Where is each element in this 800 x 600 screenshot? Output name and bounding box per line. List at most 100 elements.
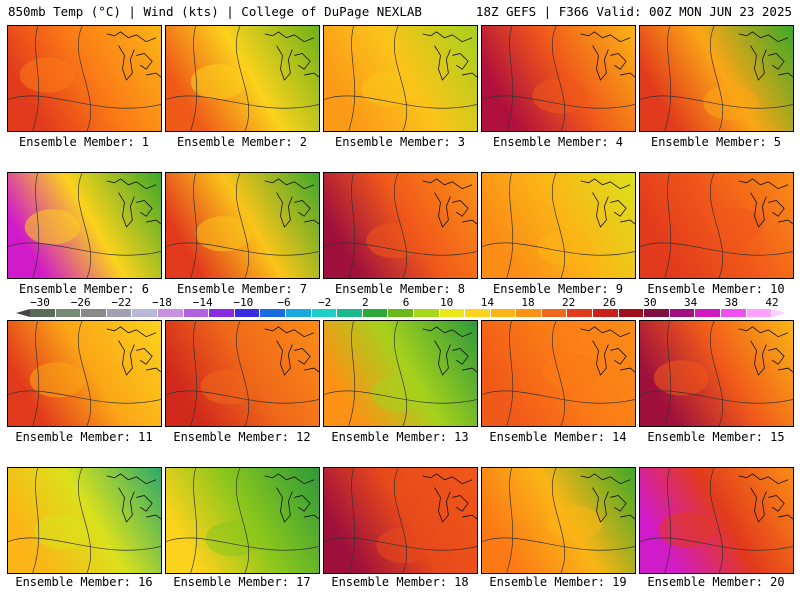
colorbar-swatch <box>439 309 466 317</box>
ensemble-panel <box>7 25 162 132</box>
colorbar-swatch <box>362 309 389 317</box>
colorbar-tick-label: 6 <box>402 296 410 309</box>
colorbar-tick-label: −22 <box>111 296 132 309</box>
colorbar-tick-label: 18 <box>521 296 535 309</box>
temperature-map <box>482 321 635 426</box>
colorbar-swatch <box>516 309 542 317</box>
temperature-map <box>324 321 477 426</box>
temperature-map <box>166 26 319 131</box>
ensemble-member-label: Ensemble Member: 7 <box>176 282 308 296</box>
colorbar-tick-label: 38 <box>724 296 738 309</box>
temperature-map <box>8 26 161 131</box>
colorbar-swatch <box>618 309 645 317</box>
colorbar-swatch <box>337 309 363 317</box>
colorbar-swatch <box>81 309 107 317</box>
temperature-map <box>8 468 161 573</box>
ensemble-member-label: Ensemble Member: 6 <box>18 282 150 296</box>
colorbar-swatch <box>311 309 338 317</box>
temperature-map <box>640 468 793 573</box>
temperature-map <box>8 173 161 278</box>
ensemble-member-label: Ensemble Member: 13 <box>331 430 469 444</box>
temperature-map <box>166 468 319 573</box>
ensemble-member-label: Ensemble Member: 19 <box>489 575 627 589</box>
colorbar-swatch <box>157 309 184 317</box>
colorbar-swatch <box>183 309 210 317</box>
colorbar-swatch <box>260 309 286 317</box>
colorbar-swatch <box>746 309 773 317</box>
temperature-map <box>166 321 319 426</box>
colorbar-tick-label: 2 <box>362 296 369 309</box>
ensemble-member-label: Ensemble Member: 15 <box>647 430 785 444</box>
temperature-map <box>324 26 477 131</box>
colorbar-tick-label: 26 <box>602 296 616 309</box>
temperature-map <box>640 173 793 278</box>
model-valid-time: 18Z GEFS | F366 Valid: 00Z MON JUN 23 20… <box>475 4 792 19</box>
ensemble-panel <box>639 25 794 132</box>
ensemble-member-label: Ensemble Member: 17 <box>173 575 311 589</box>
ensemble-member-label: Ensemble Member: 20 <box>647 575 785 589</box>
ensemble-panel <box>7 467 162 574</box>
colorbar-swatch <box>106 309 133 317</box>
temperature-map <box>324 468 477 573</box>
ensemble-member-label: Ensemble Member: 18 <box>331 575 469 589</box>
temperature-map <box>8 321 161 426</box>
colorbar-tick-label: 34 <box>684 296 698 309</box>
ensemble-panel <box>323 467 478 574</box>
ensemble-panel <box>481 467 636 574</box>
colorbar-tick-label: −10 <box>233 296 254 309</box>
colorbar-tick-label: −14 <box>192 296 213 309</box>
colorbar-tick-label: 42 <box>765 296 779 309</box>
colorbar-tick-label: 14 <box>480 296 494 309</box>
colorbar-swatch <box>695 309 722 317</box>
colorbar-tick-label: −6 <box>277 296 291 309</box>
ensemble-member-label: Ensemble Member: 12 <box>173 430 311 444</box>
colorbar-swatch <box>490 309 517 317</box>
ensemble-panel <box>481 25 636 132</box>
colorbar-swatch <box>413 309 440 317</box>
ensemble-member-label: Ensemble Member: 8 <box>334 282 466 296</box>
ensemble-panel <box>323 172 478 279</box>
colorbar-tick-label: −30 <box>30 296 50 309</box>
colorbar-swatch <box>644 309 670 317</box>
ensemble-panel <box>7 320 162 427</box>
colorbar-high-arrow <box>772 309 786 317</box>
ensemble-panel <box>323 320 478 427</box>
ensemble-panel <box>639 172 794 279</box>
ensemble-member-label: Ensemble Member: 4 <box>492 135 624 149</box>
colorbar-tick-label: 22 <box>562 296 576 309</box>
ensemble-panel <box>165 25 320 132</box>
map-title: 850mb Temp (°C) | Wind (kts) | College o… <box>8 4 422 19</box>
ensemble-member-label: Ensemble Member: 1 <box>18 135 150 149</box>
colorbar-swatch <box>388 309 414 317</box>
ensemble-panel <box>481 320 636 427</box>
ensemble-member-label: Ensemble Member: 16 <box>15 575 153 589</box>
temperature-map <box>166 173 319 278</box>
colorbar-swatch <box>567 309 594 317</box>
ensemble-member-label: Ensemble Member: 5 <box>650 135 782 149</box>
colorbar-swatch <box>55 309 82 317</box>
ensemble-panel <box>639 467 794 574</box>
colorbar-swatches <box>30 309 773 317</box>
temperature-colorbar: −30 −26 −22 −18 −14 −10 −6 −2 2 6 10 14 18 22 26 30 34 38… <box>10 296 790 320</box>
colorbar-swatch <box>30 309 56 317</box>
ensemble-panel <box>7 172 162 279</box>
colorbar-swatch <box>669 309 696 317</box>
ensemble-panel <box>323 25 478 132</box>
ensemble-panel <box>481 172 636 279</box>
ensemble-member-label: Ensemble Member: 2 <box>176 135 308 149</box>
colorbar-tick-label: −18 <box>152 296 172 309</box>
temperature-map <box>324 173 477 278</box>
ensemble-member-label: Ensemble Member: 14 <box>489 430 627 444</box>
temperature-map <box>482 468 635 573</box>
ensemble-member-label: Ensemble Member: 10 <box>647 282 785 296</box>
temperature-map <box>482 26 635 131</box>
colorbar-low-arrow <box>16 309 30 317</box>
colorbar-tick-label: −26 <box>70 296 91 309</box>
colorbar-swatch <box>209 309 235 317</box>
ensemble-member-label: Ensemble Member: 9 <box>492 282 624 296</box>
ensemble-panel <box>165 172 320 279</box>
colorbar-swatch <box>465 309 491 317</box>
ensemble-panel <box>639 320 794 427</box>
ensemble-panel <box>165 320 320 427</box>
colorbar-tick-label: 30 <box>643 296 657 309</box>
